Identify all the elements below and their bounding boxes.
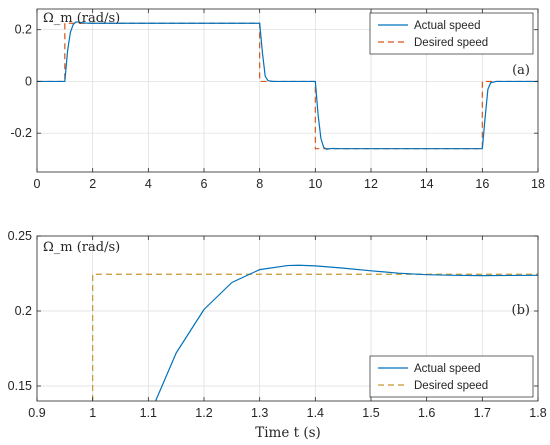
desired-speed-line (37, 22, 538, 150)
panel-a-axes-frame (36, 8, 539, 173)
y-tick-label: 0.2 (15, 23, 32, 37)
x-tick-label: 1.2 (195, 406, 212, 420)
x-tick-label: 10 (308, 177, 322, 191)
panel-a-legend: Actual speed Desired speed (369, 12, 534, 55)
y-tick-label: 0.15 (8, 379, 32, 393)
panel-b-y-axis-label: Ω_m (rad/s) (43, 240, 120, 255)
panel-a-y-axis-label: Ω_m (rad/s) (43, 11, 120, 26)
x-tick-label: 6 (201, 177, 208, 191)
x-tick-label: 1.5 (362, 406, 379, 420)
x-tick-label: 8 (256, 177, 263, 191)
panel-b-series (92, 264, 538, 401)
x-tick-label: 12 (364, 177, 378, 191)
desired-speed-line (92, 273, 538, 401)
x-tick-label: 16 (475, 177, 489, 191)
legend-box (369, 12, 534, 55)
x-tick-label: 1.1 (140, 406, 157, 420)
legend-entry-label: Desired speed (414, 380, 488, 392)
panel-a: 0 2 4 6 8 10 12 14 16 18-0.200.2 Ω_m (rad/s) (a) … (10, 8, 545, 191)
y-tick-label: 0.25 (8, 229, 32, 243)
legend-entry-label: Actual speed (414, 363, 481, 375)
x-tick-label: 14 (420, 177, 434, 191)
actual-speed-line (37, 21, 538, 150)
legend-entry-label: Desired speed (414, 37, 488, 49)
y-tick-label: 0.2 (15, 304, 32, 318)
x-tick-label: 0 (34, 177, 41, 191)
panel-b: 0.9 1 1.1 1.2 1.3 1.4 1.5 1.6 1.7 1.80.150.20.25 … (8, 229, 547, 441)
x-tick-label: 1.6 (418, 406, 435, 420)
x-tick-label: 1.8 (529, 406, 546, 420)
panel-b-legend: Actual speed Desired speed (369, 355, 534, 398)
panel-b-axes-frame (36, 235, 539, 402)
x-tick-label: 18 (531, 177, 545, 191)
x-tick-label: 1 (89, 406, 96, 420)
y-tick-label: 0 (25, 74, 32, 88)
panel-a-ticks: 0 2 4 6 8 10 12 14 16 18 -0.2 0 0.2 (10, 9, 545, 191)
x-tick-label: 1.4 (307, 406, 324, 420)
x-tick-label: 4 (145, 177, 152, 191)
panel-b-ticks: 0.9 1 1.1 1.2 1.3 1.4 1.5 1.6 1.7 1.8 0.15 0.2 0.25 (8, 229, 547, 420)
legend-box (369, 355, 534, 398)
actual-speed-line (155, 264, 538, 401)
x-tick-label: 2 (89, 177, 96, 191)
legend-entry-label: Actual speed (414, 20, 481, 32)
y-tick-label: -0.2 (10, 126, 32, 140)
panel-a-label: (a) (512, 63, 530, 78)
panel-b-label: (b) (512, 303, 530, 318)
x-tick-label: 0.9 (28, 406, 45, 420)
x-tick-label: 1.7 (474, 406, 491, 420)
panel-b-x-axis-label: Time t (s) (255, 425, 321, 441)
x-tick-label: 1.3 (251, 406, 268, 420)
panel-a-series (37, 21, 538, 150)
